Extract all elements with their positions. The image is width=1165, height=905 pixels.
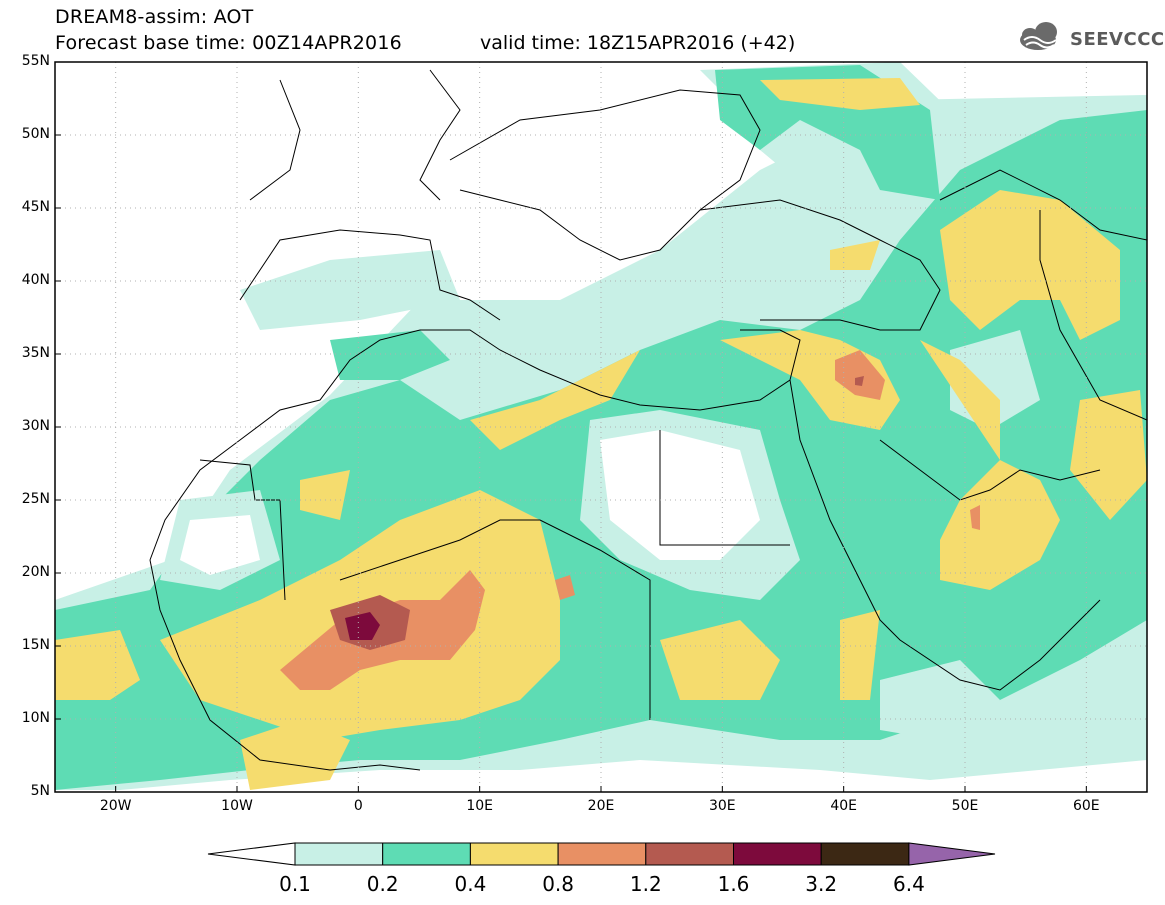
colorbar-swatch [294,842,384,866]
colorbar-over-triangle [908,842,996,866]
map-gridlines [55,62,1147,792]
lon-tick-label: 60E [1072,798,1100,814]
map-title: DREAM8-assim: AOT [55,6,254,28]
colorbar-swatch [469,842,559,866]
lon-tick-label: 0 [353,798,363,814]
lat-tick-label: 40N [21,272,50,288]
colorbar-label: 6.4 [892,872,925,896]
lon-tick-label: 40E [830,798,857,814]
lat-tick-label: 45N [21,199,50,215]
lon-tick-label: 20E [587,798,615,814]
lon-tick-label: 30E [708,798,736,814]
colorbar-swatch [382,842,471,866]
lat-tick-label: 25N [21,491,50,507]
lat-tick-label: 5N [30,783,50,799]
logo-text: SEEVCCC [1070,29,1165,50]
lon-tick-label: 10W [221,798,253,814]
colorbar-swatch [733,842,822,866]
lat-tick-label: 30N [21,418,50,434]
colorbar [207,842,996,866]
colorbar-label: 0.2 [366,872,399,896]
colorbar-label: 1.6 [717,872,750,896]
cloud-icon [1020,22,1057,50]
colorbar-label: 0.1 [279,872,311,896]
lon-tick-label: 10E [466,798,493,814]
colorbar-label: 0.8 [542,872,574,896]
valid-time: valid time: 18Z15APR2016 (+42) [480,32,796,54]
lon-tick-label: 50E [951,798,979,814]
forecast-base-time: Forecast base time: 00Z14APR2016 [55,32,402,54]
lat-tick-label: 20N [21,564,50,580]
colorbar-label: 0.4 [454,872,487,896]
colorbar-label: 1.2 [629,872,662,896]
colorbar-swatch [820,842,910,866]
colorbar-swatch [645,842,734,866]
colorbar-label: 3.2 [805,872,838,896]
lat-tick-label: 50N [21,126,50,142]
colorbar-swatch [557,842,647,866]
colorbar-under-triangle [207,842,296,866]
lat-tick-label: 55N [21,53,50,69]
lat-tick-label: 10N [21,710,50,726]
aot-field [55,62,1147,790]
lat-tick-label: 15N [21,637,50,653]
lon-tick-label: 20W [99,798,132,814]
seevccc-logo [1020,22,1057,50]
lat-tick-label: 35N [21,345,50,361]
